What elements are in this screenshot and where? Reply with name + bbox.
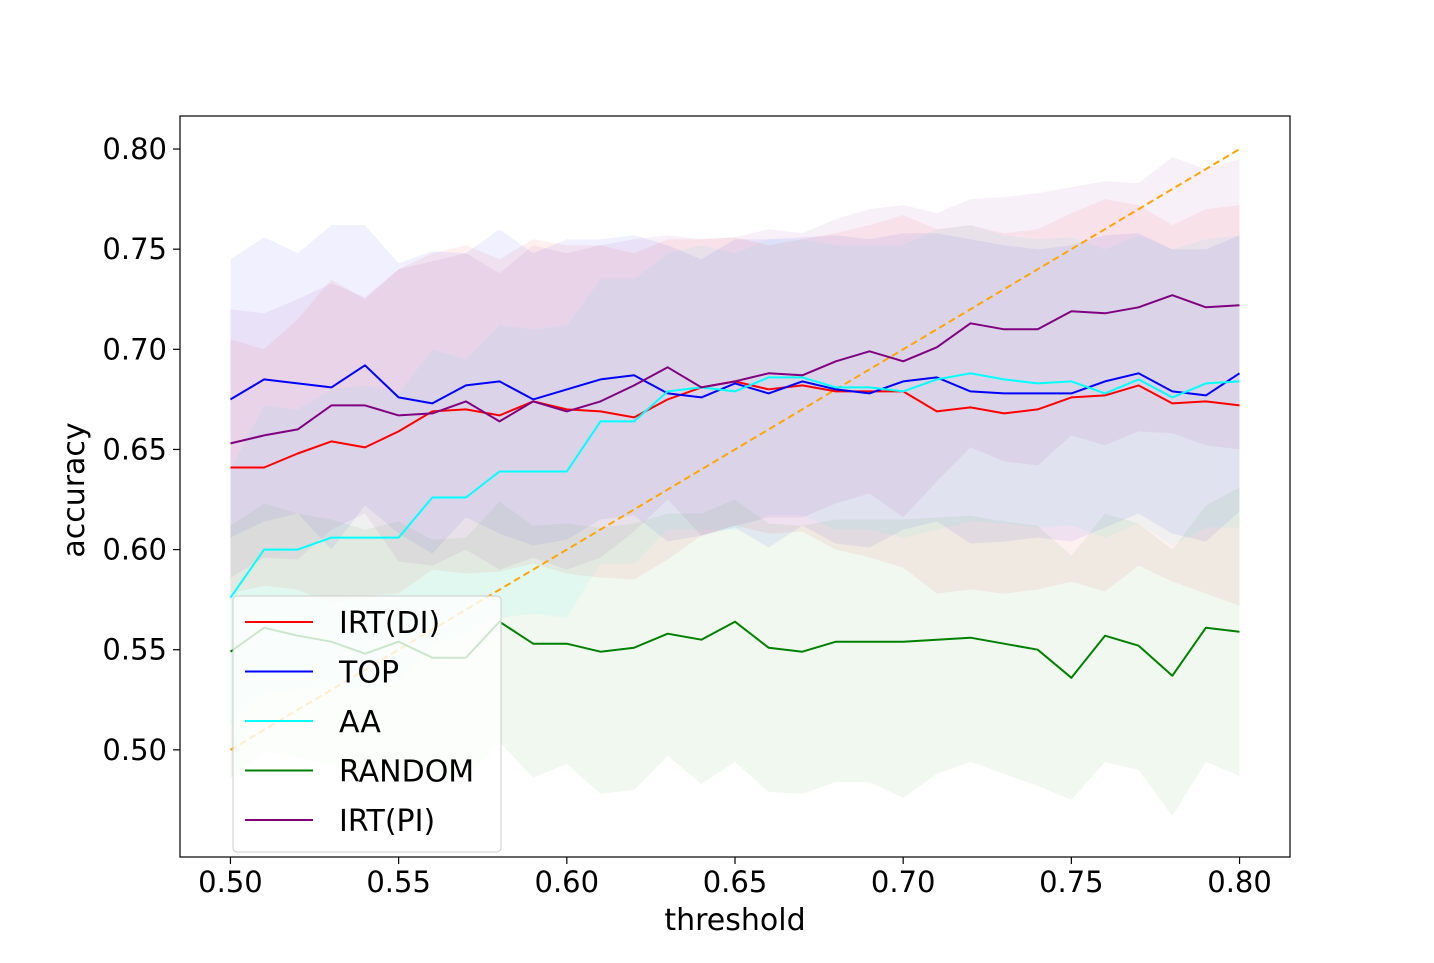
x-tick-label: 0.55 xyxy=(366,865,431,899)
legend-label-random: RANDOM xyxy=(339,755,474,790)
x-tick-label: 0.60 xyxy=(535,865,600,899)
band-top xyxy=(230,225,1240,554)
y-tick-label: 0.80 xyxy=(102,132,167,166)
band-irt-di xyxy=(230,199,1240,606)
series-lines xyxy=(229,294,1241,679)
y-tick-label: 0.75 xyxy=(102,232,167,266)
legend-label-irt-pi: IRT(PI) xyxy=(339,804,435,839)
legend-box xyxy=(232,595,502,853)
y-tick-label: 0.65 xyxy=(102,432,167,466)
x-tick-label: 0.70 xyxy=(871,865,936,899)
legend-label-aa: AA xyxy=(339,705,381,740)
x-tick-label: 0.80 xyxy=(1207,865,1272,899)
x-axis-label: threshold xyxy=(664,903,805,938)
y-axis-ticks: 0.50 0.55 0.60 0.65 0.70 0.75 0.80 xyxy=(102,132,180,767)
series-line-top xyxy=(229,364,1241,405)
x-tick-label: 0.65 xyxy=(703,865,768,899)
y-tick-label: 0.60 xyxy=(102,533,167,567)
series-line-irt-pi xyxy=(230,294,1240,445)
y-tick-label: 0.55 xyxy=(102,633,167,667)
series-line-aa xyxy=(229,372,1240,599)
y-axis-label: accuracy xyxy=(57,422,92,557)
legend: IRT(DI) TOP AA RANDOM IRT(PI) xyxy=(232,595,502,853)
legend-label-irt-di: IRT(DI) xyxy=(339,606,440,641)
legend-label-top: TOP xyxy=(338,656,399,691)
x-tick-label: 0.75 xyxy=(1039,865,1104,899)
y-tick-label: 0.70 xyxy=(102,332,167,366)
x-axis-ticks: 0.50 0.55 0.60 0.65 0.70 0.75 0.80 xyxy=(198,857,1272,899)
y-tick-label: 0.50 xyxy=(102,733,167,767)
reference-line xyxy=(229,148,1241,751)
band-irt-pi xyxy=(230,157,1240,578)
x-tick-label: 0.50 xyxy=(198,865,263,899)
reference-diagonal-line xyxy=(229,148,1241,751)
